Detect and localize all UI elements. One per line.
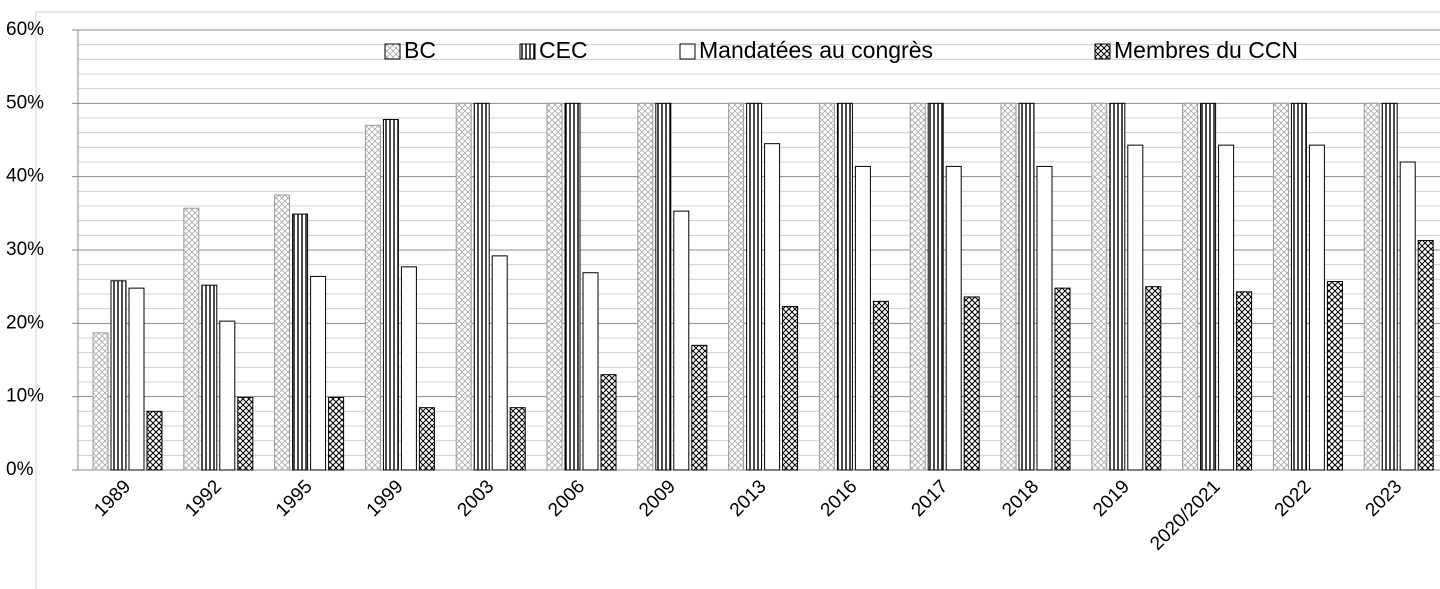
bar [1000,102,1017,471]
legend-label: CEC [539,37,588,63]
x-tick-label: 1999 [363,476,408,521]
bar [128,287,145,471]
bar [1200,102,1217,471]
bar [1145,286,1162,471]
bar [92,332,109,471]
bar [945,165,962,471]
bar [183,207,200,471]
bar [546,102,563,471]
x-tick-label: 2023 [1362,476,1407,521]
y-tick-label: 0% [6,459,34,480]
bar [1127,144,1144,471]
x-tick-label: 2003 [454,476,499,521]
y-tick-label: 30% [6,239,44,260]
bar [963,296,980,471]
bar [1399,161,1416,471]
bar [1182,102,1199,471]
bar [201,284,218,471]
bar [1218,144,1235,471]
y-tick-label: 10% [6,386,44,407]
x-tick-label: 2019 [1089,476,1134,521]
x-tick-label: 2016 [817,476,862,521]
legend-swatch [384,43,401,60]
bar [1036,165,1053,471]
bar [237,396,254,471]
bar [764,143,781,471]
bar [673,210,690,471]
bar [219,320,236,471]
bar [1363,102,1380,471]
bar [564,102,581,471]
bar [691,344,708,471]
bar [328,396,345,471]
bar [637,102,654,471]
bar [418,407,435,471]
bar [473,102,490,471]
bar [1290,102,1307,471]
y-tick-label: 60% [6,19,44,40]
bar [364,124,381,471]
bar [1417,239,1434,471]
legend-swatch [519,43,536,60]
bar [836,102,853,471]
bar [746,102,763,471]
bar [274,194,291,471]
bar [509,407,526,471]
bar [292,213,309,471]
x-tick-label: 1992 [181,476,226,521]
bar [1272,102,1289,471]
x-tick-label: 1995 [272,476,317,521]
y-tick-label: 50% [6,92,44,113]
bar [1054,287,1071,471]
bar [310,275,327,471]
bar [927,102,944,471]
x-tick-label: 2018 [998,476,1043,521]
y-tick-label: 40% [6,166,44,187]
bar [382,118,399,471]
bar [782,305,799,471]
legend-label: BC [404,37,436,63]
legend-swatch [679,43,696,60]
bar [1109,102,1126,471]
y-tick-label: 20% [6,312,44,333]
x-tick-label: 2017 [908,476,953,521]
bar [909,102,926,471]
x-tick-label: 2020/2021 [1146,476,1224,554]
bar [818,102,835,471]
bar [728,102,745,471]
legend-swatch [1094,43,1111,60]
bar [872,300,889,471]
legend-label: Membres du CCN [1114,37,1298,63]
bar [1018,102,1035,471]
bar [1091,102,1108,471]
bar [400,266,417,471]
bar [655,102,672,471]
legend-label: Mandatées au congrès [699,37,933,63]
bar [582,272,599,471]
x-tick-label: 1989 [90,476,135,521]
bar [491,255,508,471]
bar [854,165,871,471]
bar [600,374,617,471]
bar [146,410,163,471]
x-tick-label: 2013 [726,476,771,521]
bar [1236,291,1253,471]
x-tick-label: 2022 [1271,476,1316,521]
bar [1381,102,1398,471]
x-tick-label: 2009 [635,476,680,521]
bar [110,280,127,471]
x-tick-label: 2006 [544,476,589,521]
bar [455,102,472,471]
bar [1308,144,1325,471]
bar [1326,281,1343,471]
